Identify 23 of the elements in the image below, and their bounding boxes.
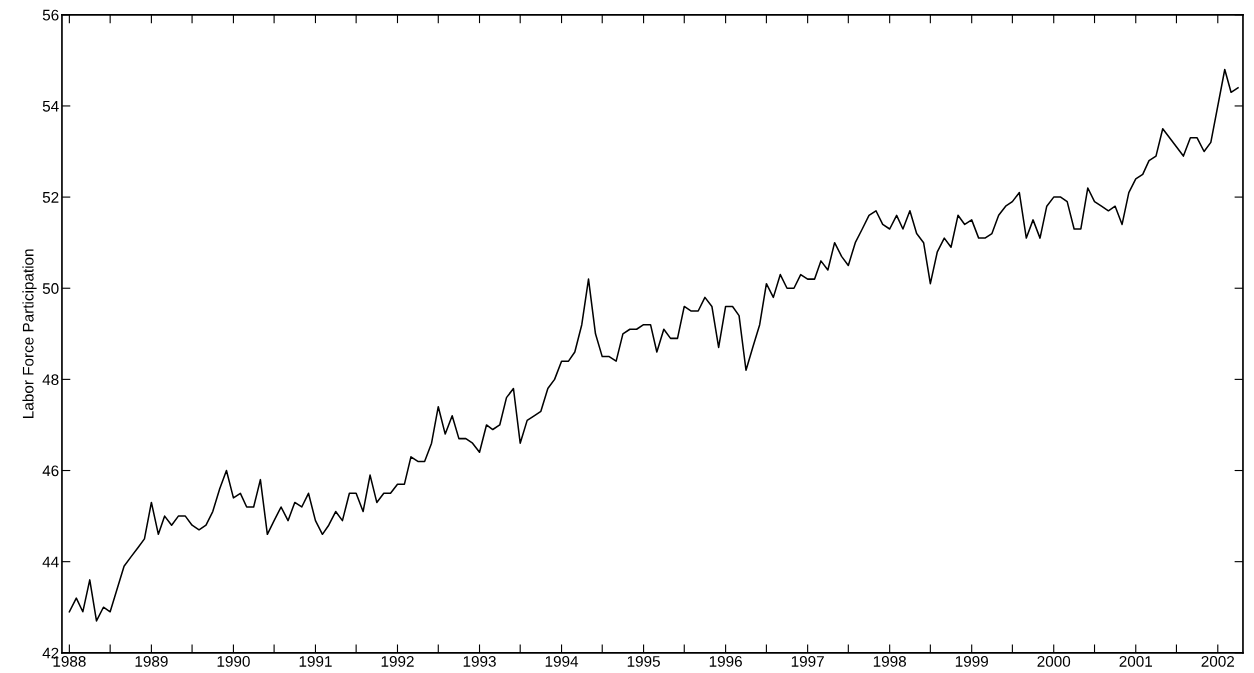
y-tick-label: 48: [42, 374, 59, 386]
x-tick-label: 1996: [709, 655, 742, 667]
x-tick-label: 1989: [135, 655, 168, 667]
x-tick-label: 1990: [217, 655, 250, 667]
line-series: [68, 68, 1239, 622]
x-tick-label: 1991: [299, 655, 332, 667]
x-tick-label: 1995: [627, 655, 660, 667]
x-tick-label: 1994: [545, 655, 579, 667]
y-tick-label: 44: [42, 556, 59, 568]
x-tick-label: 1993: [463, 655, 496, 667]
x-tick-label: 1999: [955, 655, 988, 667]
y-axis-title: Labor Force Participation: [22, 249, 37, 418]
x-tick-label: 1992: [381, 655, 414, 667]
y-tick-label: 52: [42, 191, 59, 203]
x-tick-label: 1997: [791, 655, 824, 667]
y-tick-label: 46: [42, 465, 59, 477]
x-tick-label: 2002: [1201, 655, 1235, 667]
y-tick-label: 54: [42, 100, 59, 112]
x-tick-label: 1998: [873, 655, 906, 667]
x-tick-label: 2000: [1037, 655, 1071, 667]
y-tick-label: 50: [42, 283, 59, 294]
y-tick-label: 56: [42, 9, 59, 21]
x-tick-label: 2001: [1119, 655, 1153, 667]
